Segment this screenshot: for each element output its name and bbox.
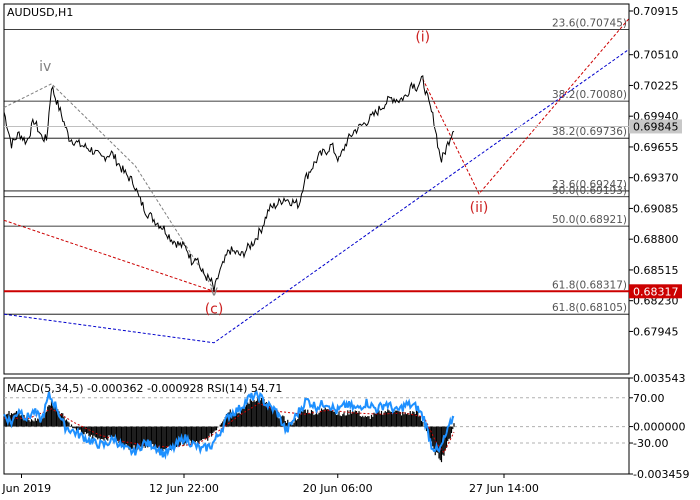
trend-line: [3, 219, 215, 292]
fib-level-label: 50.0(0.68921): [552, 214, 627, 226]
indicator-axis-label: 0.000000: [633, 421, 686, 434]
price-panel-frame: [3, 3, 630, 375]
indicator-axis-label: -30.00: [633, 437, 668, 450]
price-axis-label: 0.70915: [633, 5, 679, 18]
x-axis-label: 5 Jun 2019: [0, 482, 51, 495]
price-axis-label: 0.70510: [633, 49, 679, 62]
wave-label: iv: [39, 59, 51, 75]
indicator-title: MACD(5,34,5) -0.000362 -0.000928 RSI(14)…: [7, 382, 282, 395]
current-price-box: [629, 119, 682, 134]
fib-level-label: 61.8(0.68105): [552, 302, 627, 314]
fib-level-label: 23.6(0.70745): [552, 17, 627, 29]
chart-title: AUDUSD,H1: [7, 6, 73, 19]
fib-level-label: 38.2(0.70080): [552, 89, 627, 101]
rsi-line: [3, 389, 455, 460]
price-axis-label: 0.68515: [633, 264, 679, 277]
price-axis-label: 0.69655: [633, 141, 679, 154]
x-axis-label: 12 Jun 22:00: [149, 482, 219, 495]
price-axis-label: 0.69085: [633, 202, 679, 215]
price-axis-label: 0.70225: [633, 79, 679, 92]
price-axis-label: 0.69370: [633, 172, 679, 185]
x-axis-label: 27 Jun 14:00: [469, 482, 539, 495]
wave-label: (c): [205, 302, 224, 318]
fib-level-label: 23.6(0.69247): [552, 179, 627, 191]
macd-signal-line: [4, 402, 455, 454]
price-axis-label: 0.68800: [633, 233, 679, 246]
wave-label: v: [210, 283, 218, 299]
fib-level-label: 61.8(0.68317): [552, 279, 627, 291]
current-price-label: 0.69845: [633, 120, 679, 133]
trend-line: [422, 18, 630, 195]
support-price-box: [629, 284, 682, 299]
wave-label: (ii): [470, 200, 489, 216]
price-axis-label: 0.67945: [633, 325, 679, 338]
trend-line: [3, 48, 630, 344]
fib-level-label: 38.2(0.69736): [552, 126, 627, 138]
x-axis-label: 20 Jun 06:00: [303, 482, 373, 495]
price-series: [3, 75, 455, 292]
wave-label: (i): [415, 30, 430, 46]
indicator-axis-label: 0.003543: [633, 372, 686, 385]
fib-level-label: 50.0(0.69193): [552, 185, 627, 197]
trend-line: [3, 83, 215, 291]
indicator-axis-label: -0.003459: [633, 468, 689, 481]
support-price-label: 0.68317: [633, 285, 679, 298]
indicator-axis-label: 70.00: [633, 392, 665, 405]
